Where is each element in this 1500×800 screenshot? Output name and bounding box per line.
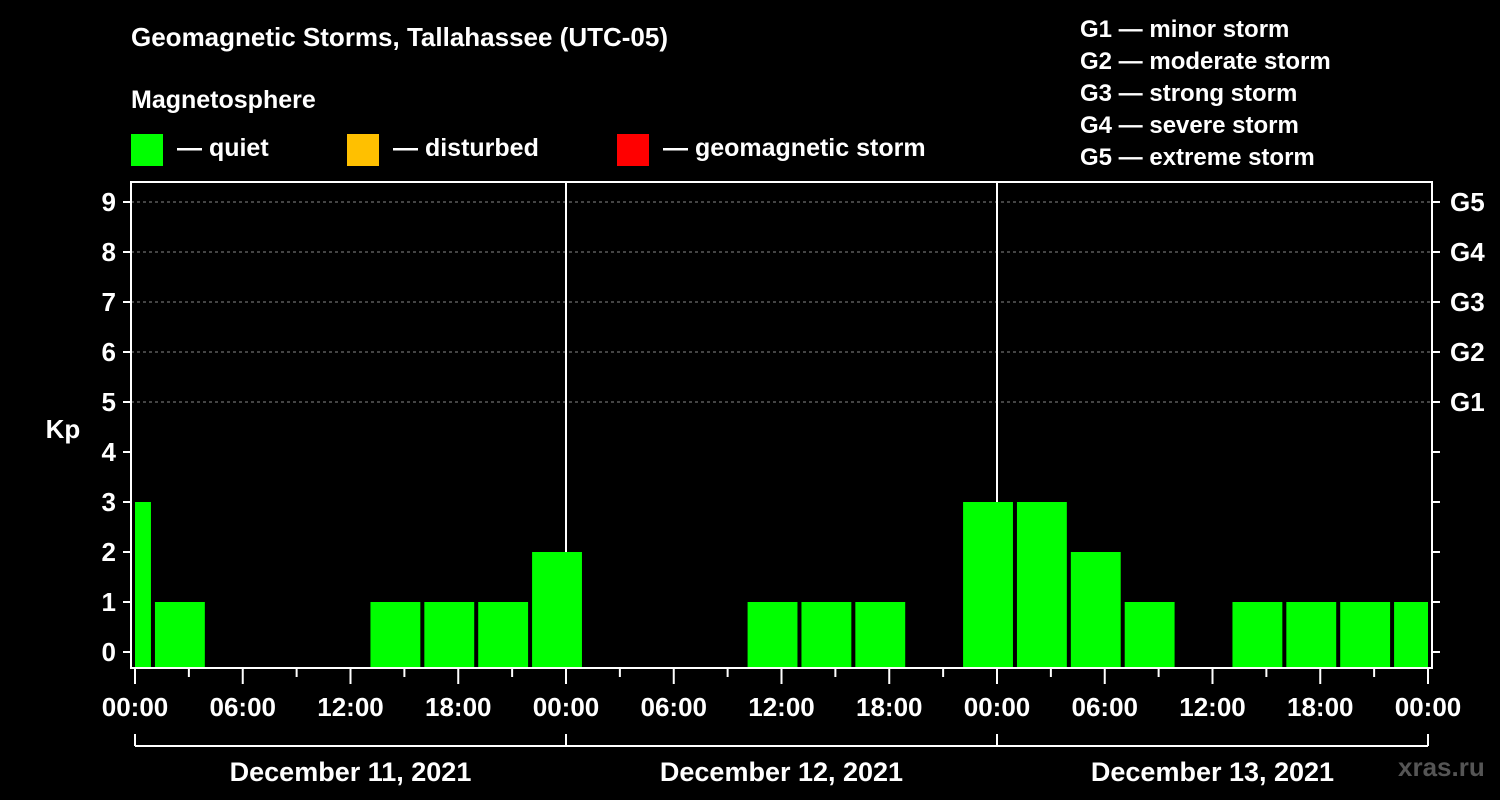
legend-swatch-storm <box>617 134 649 166</box>
y-tick-label-1: 1 <box>102 587 116 617</box>
chart-title: Geomagnetic Storms, Tallahassee (UTC-05) <box>131 22 669 52</box>
kp-bar-7 <box>478 602 529 667</box>
kp-bar-22 <box>1286 602 1337 667</box>
legend-swatch-disturbed <box>347 134 379 166</box>
x-tick-label-12: 00:00 <box>1395 692 1462 722</box>
kp-bar-17 <box>1016 502 1067 667</box>
watermark: xras.ru <box>1398 752 1485 782</box>
storm-level-g2: G2 — moderate storm <box>1080 48 1331 75</box>
kp-bar-23 <box>1340 602 1391 667</box>
grid-layer <box>131 182 1432 668</box>
kp-bar-16 <box>963 502 1013 667</box>
axis-layer: 0 1 2 3 4 5 6 7 8 9 G1 G2 G3 G4 G5 00:00 06:00 12:00 18:00… <box>102 181 1485 787</box>
kp-bar-6 <box>424 602 475 667</box>
y-tick-label-7: 7 <box>102 287 116 317</box>
y-tick-label-3: 3 <box>102 487 116 517</box>
x-tick-label-5: 06:00 <box>641 692 708 722</box>
y-axis-label: Kp <box>46 414 81 444</box>
x-tick-label-8: 00:00 <box>964 692 1031 722</box>
g-level-label-g4: G4 <box>1450 237 1485 267</box>
y-tick-label-9: 9 <box>102 187 116 217</box>
kp-bar-24 <box>1394 602 1428 667</box>
kp-bar-19 <box>1124 602 1175 667</box>
x-tick-label-9: 06:00 <box>1072 692 1139 722</box>
date-label-0: December 11, 2021 <box>230 757 472 787</box>
x-tick-label-6: 12:00 <box>748 692 815 722</box>
x-tick-label-1: 06:00 <box>210 692 277 722</box>
legend-label-disturbed: — disturbed <box>393 134 539 162</box>
kp-bar-0 <box>135 502 151 667</box>
date-label-1: December 12, 2021 <box>660 757 903 787</box>
y-tick-label-6: 6 <box>102 337 116 367</box>
kp-bar-8 <box>532 552 582 667</box>
x-tick-label-3: 18:00 <box>425 692 492 722</box>
g-level-label-g2: G2 <box>1450 337 1485 367</box>
x-tick-label-2: 12:00 <box>317 692 384 722</box>
y-tick-label-2: 2 <box>102 537 116 567</box>
kp-bar-12 <box>747 602 798 667</box>
y-tick-label-8: 8 <box>102 237 116 267</box>
g-level-label-g3: G3 <box>1450 287 1485 317</box>
x-tick-label-7: 18:00 <box>856 692 923 722</box>
storm-level-g1: G1 — minor storm <box>1080 16 1290 43</box>
legend-label-quiet: — quiet <box>177 134 269 162</box>
y-tick-label-4: 4 <box>102 437 117 467</box>
x-tick-label-0: 00:00 <box>102 692 169 722</box>
x-tick-label-4: 00:00 <box>533 692 600 722</box>
storm-level-g5: G5 — extreme storm <box>1080 144 1315 171</box>
x-tick-label-10: 12:00 <box>1179 692 1246 722</box>
bar-layer <box>135 502 1428 667</box>
kp-bar-5 <box>370 602 421 667</box>
y-tick-label-5: 5 <box>102 387 116 417</box>
kp-bar-1 <box>154 602 205 667</box>
legend-swatch-quiet <box>131 134 163 166</box>
storm-levels-legend: G1 — minor storm G2 — moderate storm G3 … <box>1080 14 1331 174</box>
legend-label-storm: — geomagnetic storm <box>663 134 926 162</box>
legend-heading: Magnetosphere <box>131 86 316 114</box>
y-tick-label-0: 0 <box>102 637 116 667</box>
x-tick-label-11: 18:00 <box>1287 692 1354 722</box>
plot-frame <box>130 181 1433 669</box>
date-label-2: December 13, 2021 <box>1091 757 1334 787</box>
kp-bar-18 <box>1070 552 1121 667</box>
storm-level-g3: G3 — strong storm <box>1080 80 1298 107</box>
g-level-label-g5: G5 <box>1450 187 1485 217</box>
kp-bar-21 <box>1232 602 1283 667</box>
kp-bar-14 <box>855 602 906 667</box>
storm-level-g4: G4 — severe storm <box>1080 112 1299 139</box>
kp-bar-13 <box>801 602 852 667</box>
g-level-label-g1: G1 <box>1450 387 1485 417</box>
